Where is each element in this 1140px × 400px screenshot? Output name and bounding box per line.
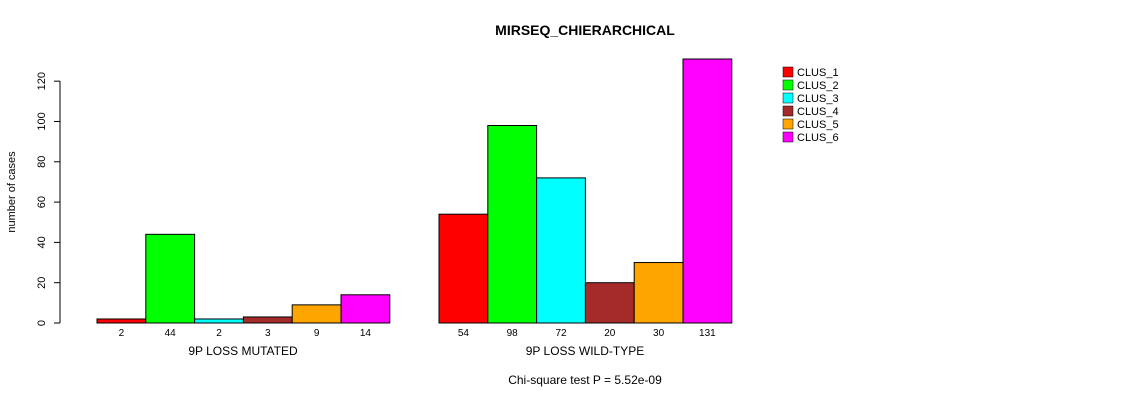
bar-count-label: 98 <box>507 328 519 339</box>
bar-count-label: 2 <box>216 328 222 339</box>
legend-label: CLUS_6 <box>797 132 839 144</box>
y-axis-ticks: 0 20 40 60 80 100 120 <box>36 72 60 326</box>
bar-count-label: 131 <box>699 328 716 339</box>
legend-swatch <box>782 118 794 130</box>
legend-label: CLUS_2 <box>797 80 839 92</box>
bar <box>584 282 635 324</box>
y-tick-label: 20 <box>36 277 48 289</box>
bar-value-labels: 2 44 2 3 9 14 54 98 72 20 30 131 <box>119 328 717 339</box>
chi-square-footnote: Chi-square test P = 5.52e-09 <box>508 373 662 387</box>
bar <box>633 262 684 324</box>
group-label-mutated: 9P LOSS MUTATED <box>188 344 298 358</box>
legend-label: CLUS_3 <box>797 93 839 105</box>
bar <box>438 213 489 324</box>
bar <box>242 316 293 324</box>
y-tick-label: 80 <box>36 156 48 168</box>
bar <box>96 318 147 324</box>
bar <box>682 58 733 324</box>
bar-count-label: 14 <box>360 328 372 339</box>
legend-label: CLUS_4 <box>797 106 839 118</box>
bar-count-label: 20 <box>604 328 616 339</box>
bar <box>145 233 196 324</box>
legend-swatch <box>782 66 794 78</box>
bar <box>291 304 342 324</box>
bar <box>194 318 244 324</box>
y-tick-label: 120 <box>36 72 48 90</box>
bar-count-label: 30 <box>653 328 665 339</box>
bar-count-label: 3 <box>265 328 271 339</box>
legend-label: CLUS_5 <box>797 119 839 131</box>
bar <box>340 294 391 324</box>
bar-count-label: 9 <box>314 328 320 339</box>
y-tick-label: 60 <box>36 196 48 208</box>
y-tick-label: 40 <box>36 236 48 248</box>
group-label-wild-type: 9P LOSS WILD-TYPE <box>526 344 644 358</box>
y-tick-label: 0 <box>36 320 48 326</box>
legend-swatch <box>782 131 794 143</box>
bar <box>536 177 586 324</box>
legend-swatch <box>782 79 794 91</box>
y-tick-label: 100 <box>36 112 48 130</box>
bar-count-label: 54 <box>458 328 470 339</box>
chart-title: MIRSEQ_CHIERARCHICAL <box>495 22 675 38</box>
bar-count-label: 72 <box>555 328 567 339</box>
bar-count-label: 2 <box>119 328 125 339</box>
bar-count-label: 44 <box>165 328 177 339</box>
y-axis-label: number of cases <box>6 151 18 233</box>
legend-swatch <box>782 105 794 117</box>
bar <box>487 125 538 324</box>
legend-swatch <box>782 92 794 104</box>
bars-group <box>96 58 733 324</box>
legend-label: CLUS_1 <box>797 67 839 79</box>
